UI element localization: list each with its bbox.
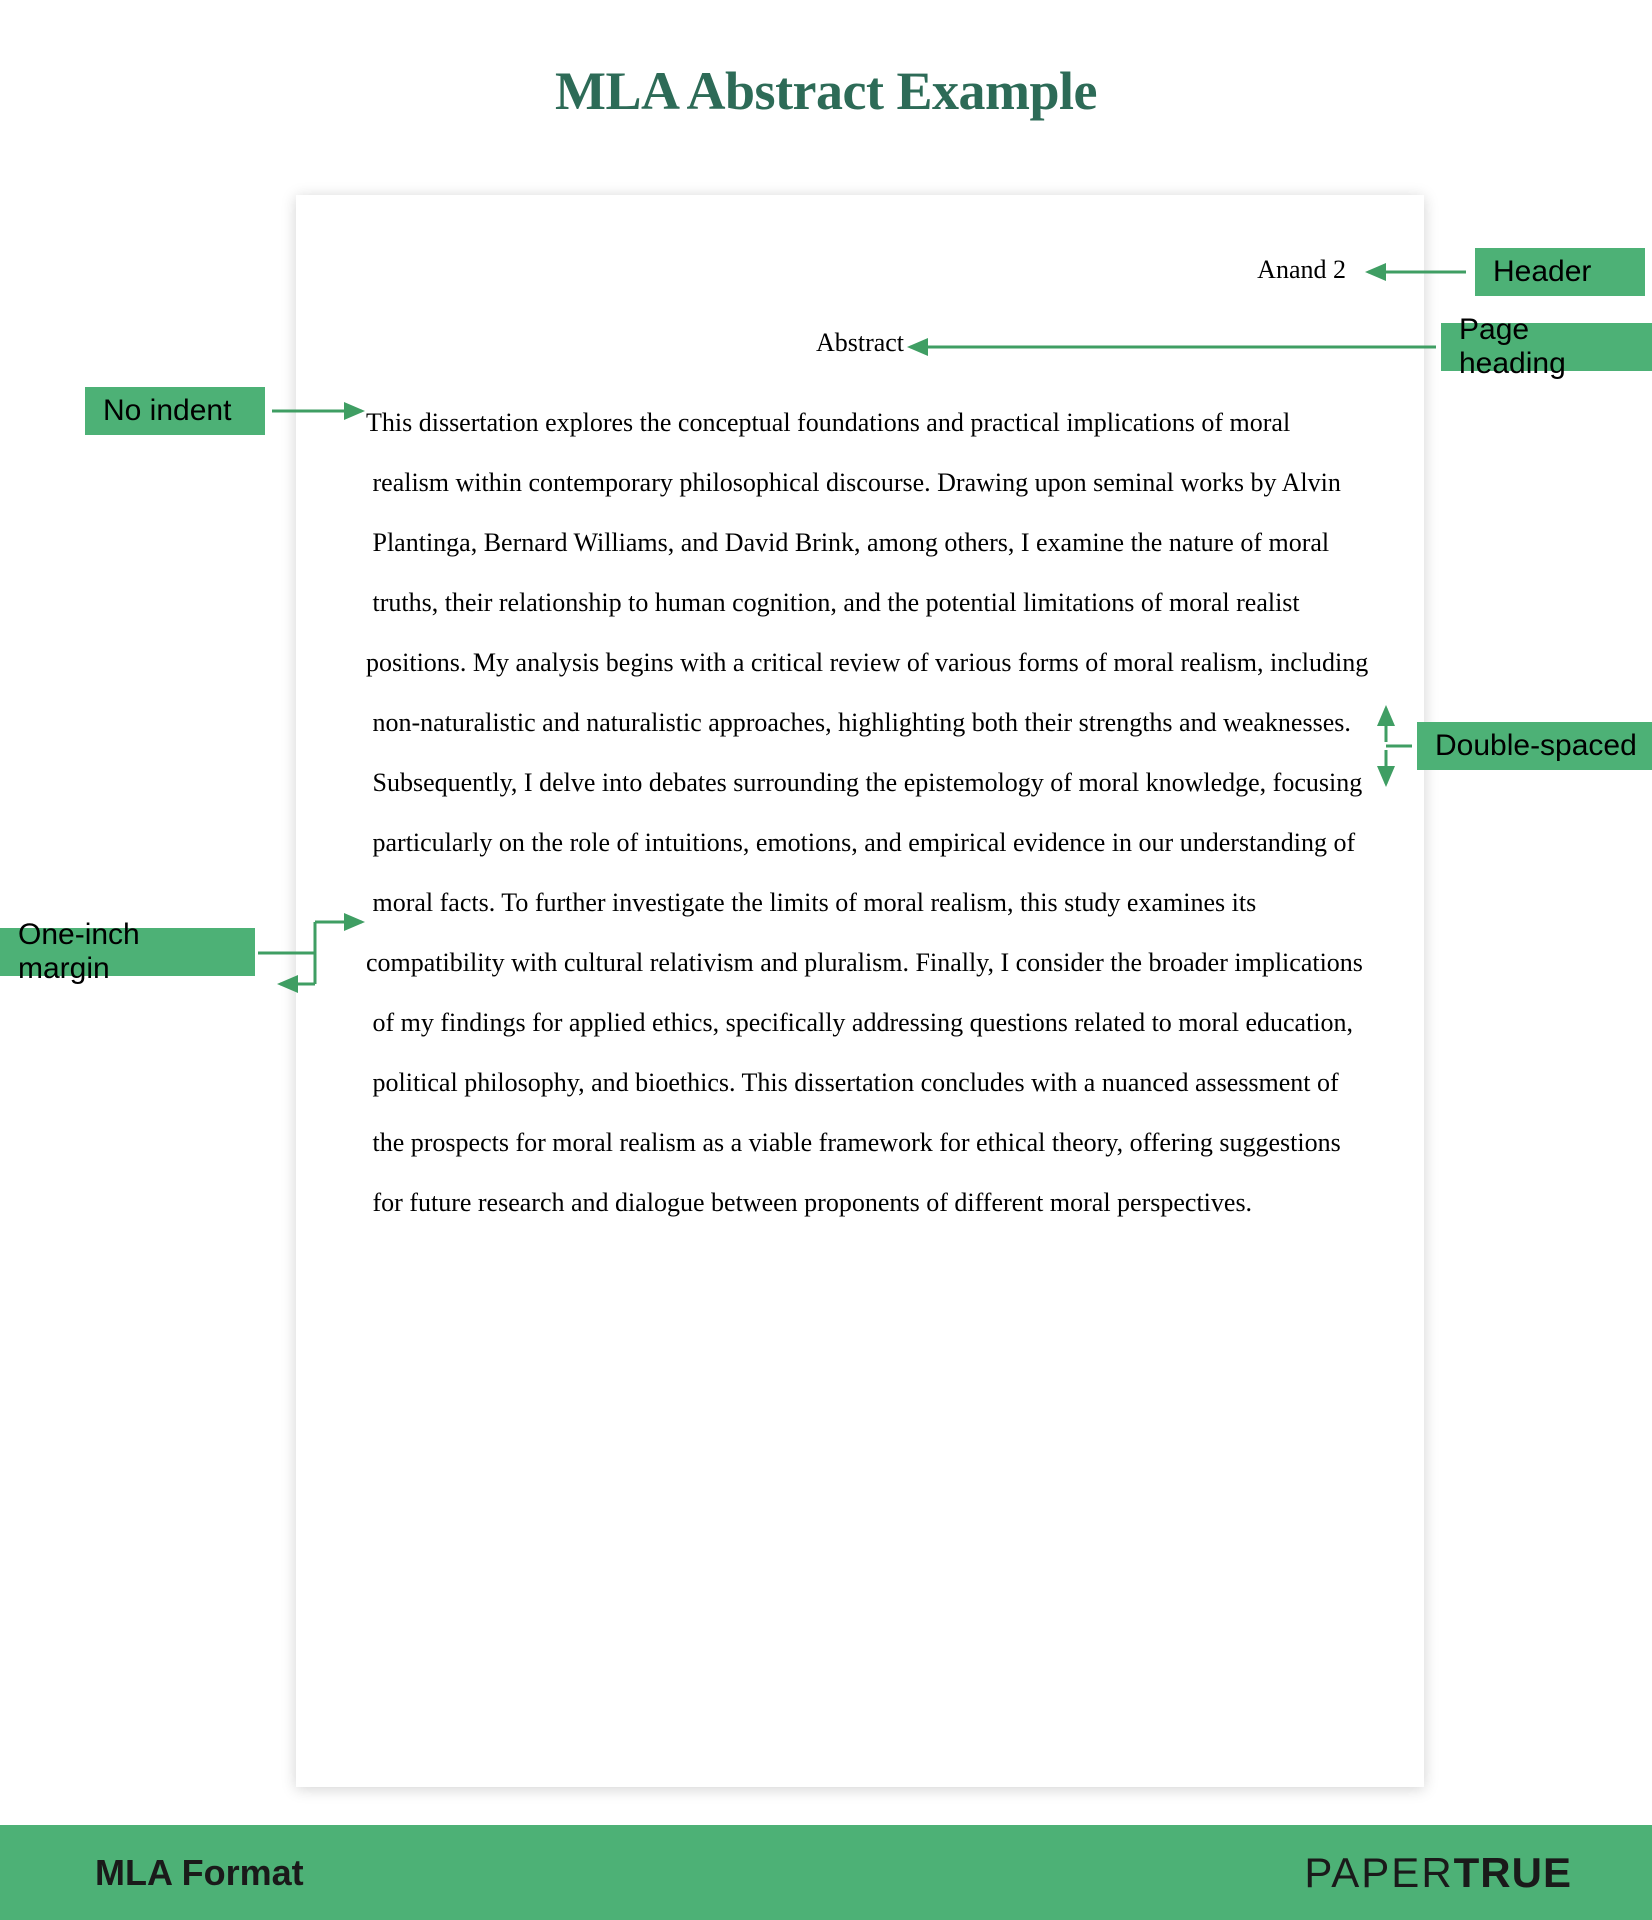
body-line: truths, their relationship to human cogn… xyxy=(366,573,1368,633)
body-line: This dissertation explores the conceptua… xyxy=(366,393,1368,453)
logo-thin: PAPER xyxy=(1304,1849,1453,1896)
logo-bold: TRUE xyxy=(1454,1849,1572,1896)
running-header: Anand 2 xyxy=(1257,255,1346,285)
body-line: political philosophy, and bioethics. Thi… xyxy=(366,1053,1368,1113)
body-line: moral facts. To further investigate the … xyxy=(366,873,1368,933)
body-line: the prospects for moral realism as a via… xyxy=(366,1113,1368,1173)
body-line: non-naturalistic and naturalistic approa… xyxy=(366,693,1368,753)
footer-label: MLA Format xyxy=(95,1852,304,1894)
papertrue-logo: PAPERTRUE xyxy=(1304,1849,1572,1897)
callout-page-heading: Page heading xyxy=(1441,323,1652,371)
body-line: particularly on the role of intuitions, … xyxy=(366,813,1368,873)
abstract-body: This dissertation explores the conceptua… xyxy=(366,393,1368,1233)
callout-header: Header xyxy=(1475,248,1645,296)
body-line: compatibility with cultural relativism a… xyxy=(366,933,1368,993)
document-page: Anand 2 Abstract This dissertation explo… xyxy=(296,195,1424,1787)
body-line: Plantinga, Bernard Williams, and David B… xyxy=(366,513,1368,573)
body-line: for future research and dialogue between… xyxy=(366,1173,1368,1233)
callout-no-indent: No indent xyxy=(85,387,265,435)
body-line: of my findings for applied ethics, speci… xyxy=(366,993,1368,1053)
body-line: Subsequently, I delve into debates surro… xyxy=(366,753,1368,813)
callout-one-inch-margin: One-inch margin xyxy=(0,928,255,976)
body-line: positions. My analysis begins with a cri… xyxy=(366,633,1368,693)
body-line: realism within contemporary philosophica… xyxy=(366,453,1368,513)
page-title: MLA Abstract Example xyxy=(0,0,1652,122)
footer-bar: MLA Format PAPERTRUE xyxy=(0,1825,1652,1920)
abstract-heading: Abstract xyxy=(296,328,1424,358)
callout-double-spaced: Double-spaced xyxy=(1417,722,1652,770)
